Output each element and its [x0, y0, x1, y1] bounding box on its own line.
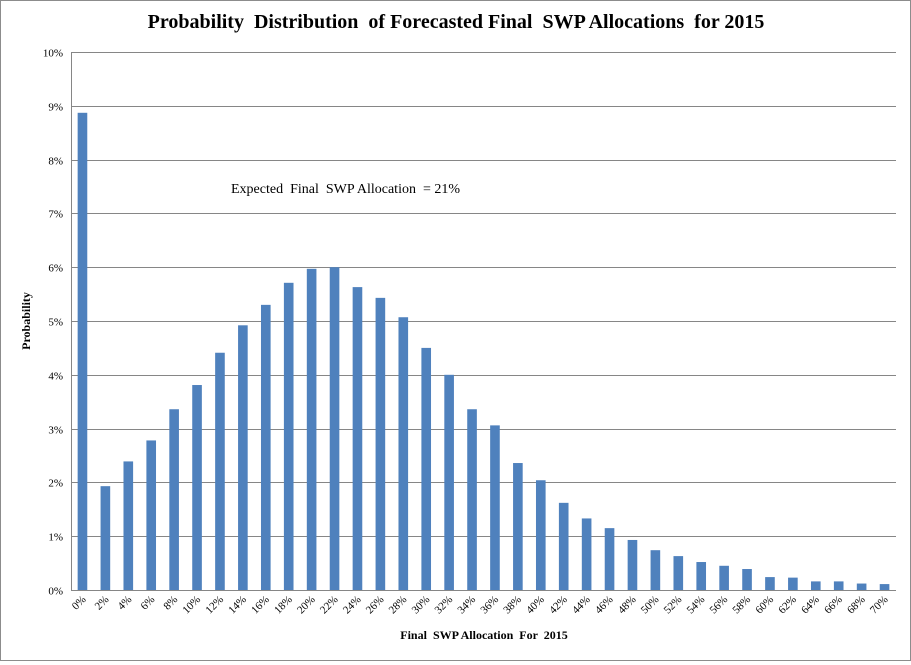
y-tick-label: 4% [48, 371, 63, 383]
bar [535, 480, 546, 590]
y-tick-label: 7% [48, 209, 63, 221]
x-tick-label: 60% [753, 594, 776, 617]
x-tick-label: 14% [226, 594, 249, 617]
bar [352, 287, 363, 590]
x-tick-label: 28% [387, 594, 410, 617]
bar [627, 539, 638, 590]
bar [742, 569, 752, 590]
x-tick-label: 50% [639, 594, 662, 617]
x-tick-label: 44% [570, 594, 593, 617]
x-tick-label: 56% [707, 594, 730, 617]
bar [788, 577, 798, 590]
y-axis-title: Probability [19, 292, 33, 350]
x-axis-title: Final SWP Allocation For 2015 [400, 628, 567, 642]
x-tick-label: 58% [730, 594, 753, 617]
bar [719, 565, 729, 590]
y-tick-label: 9% [48, 102, 63, 114]
x-tick-label: 8% [161, 594, 180, 613]
bar [146, 440, 157, 590]
y-tick-label: 3% [48, 425, 63, 437]
bar [329, 267, 340, 590]
x-tick-label: 6% [138, 594, 157, 613]
x-tick-label: 32% [432, 594, 455, 617]
bar [650, 550, 661, 590]
bar [604, 528, 615, 590]
x-tick-label: 70% [868, 594, 891, 617]
x-axis-tick-labels: 0% 2% 4% 6% 8% 10% 12% 14% 16% 18% 20% 22% 24% 26% 28%… [70, 594, 891, 617]
x-tick-label: 66% [822, 594, 845, 617]
y-tick-label: 6% [48, 263, 63, 275]
gridlines [71, 52, 896, 591]
x-tick-label: 22% [318, 594, 341, 617]
bar [765, 577, 775, 590]
x-tick-label: 40% [524, 594, 547, 617]
y-tick-label: 1% [48, 532, 63, 544]
bar [444, 374, 454, 590]
x-tick-label: 12% [203, 594, 226, 617]
bar [215, 352, 225, 590]
x-tick-label: 26% [364, 594, 387, 617]
x-tick-label: 52% [662, 594, 685, 617]
x-tick-label: 46% [593, 594, 616, 617]
chart-title: Probability Distribution of Forecasted F… [148, 11, 765, 33]
bar [673, 556, 684, 590]
bar [879, 584, 890, 590]
bars [77, 112, 890, 590]
bar [375, 297, 386, 590]
x-tick-label: 38% [501, 594, 524, 617]
bar [192, 385, 202, 590]
x-tick-label: 62% [776, 594, 799, 617]
bar [283, 282, 294, 590]
bar [581, 518, 592, 590]
x-tick-label: 4% [116, 594, 135, 613]
bar [169, 409, 179, 590]
bar [833, 581, 844, 590]
bar [490, 425, 500, 590]
y-tick-label: 0% [48, 586, 63, 598]
x-tick-label: 24% [341, 594, 364, 617]
bar [398, 317, 409, 590]
x-tick-label: 36% [478, 594, 501, 617]
bar [421, 347, 432, 590]
bar [558, 502, 569, 590]
bar [260, 304, 271, 590]
y-axis-tick-labels: 0% 1% 2% 3% 4% 5% 6% 7% 8% 9% 10% [43, 48, 63, 598]
x-tick-label: 68% [845, 594, 868, 617]
bar [100, 486, 111, 590]
x-tick-label: 20% [295, 594, 318, 617]
x-tick-label: 64% [799, 594, 822, 617]
x-tick-label: 34% [455, 594, 478, 617]
x-tick-label: 0% [70, 594, 89, 613]
bar [123, 461, 134, 590]
x-tick-label: 10% [180, 594, 203, 617]
x-tick-label: 16% [249, 594, 272, 617]
bar [513, 463, 523, 590]
x-tick-label: 48% [616, 594, 639, 617]
bar [856, 583, 867, 590]
x-tick-label: 54% [685, 594, 708, 617]
y-tick-label: 10% [43, 48, 63, 60]
bar [77, 112, 88, 590]
y-tick-label: 8% [48, 156, 63, 168]
bar [467, 409, 477, 590]
y-tick-label: 5% [48, 317, 63, 329]
expected-value-annotation: Expected Final SWP Allocation = 21% [231, 182, 460, 197]
bar [238, 325, 248, 590]
x-tick-label: 42% [547, 594, 570, 617]
x-tick-label: 30% [410, 594, 433, 617]
bar [306, 268, 317, 590]
x-tick-label: 18% [272, 594, 295, 617]
x-tick-label: 2% [93, 594, 112, 613]
y-tick-label: 2% [48, 478, 63, 490]
bar [696, 562, 707, 590]
bar [810, 581, 821, 590]
